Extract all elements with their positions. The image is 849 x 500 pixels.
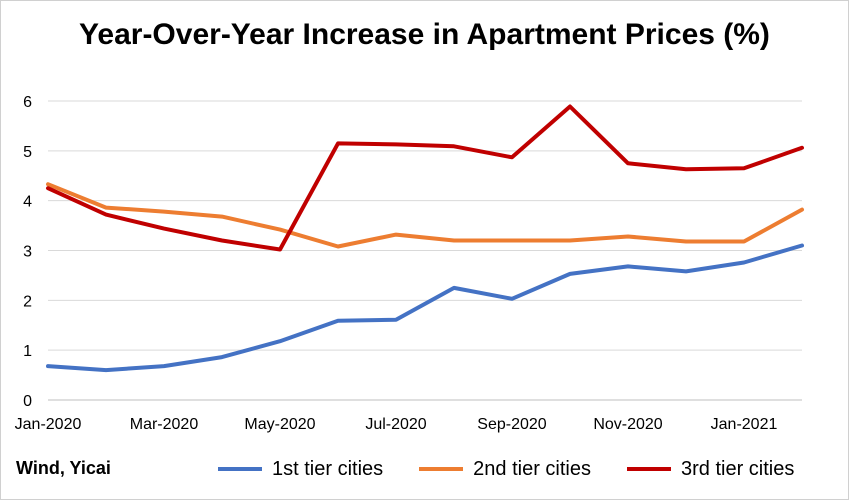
y-tick-label: 1 [23, 343, 32, 360]
legend-item-1st-tier: 1st tier cities [218, 458, 383, 481]
legend-label: 2nd tier cities [473, 457, 591, 480]
legend-swatch [419, 467, 464, 471]
y-tick-label: 0 [23, 393, 32, 410]
x-tick-label: Mar-2020 [130, 416, 199, 433]
y-tick-label: 2 [23, 293, 32, 310]
series-line-3 [46, 104, 804, 252]
chart-title: Year-Over-Year Increase in Apartment Pri… [79, 18, 770, 51]
legend-swatch [218, 467, 262, 471]
legend-item-3rd-tier: 3rd tier cities [627, 458, 794, 481]
y-tick-label: 3 [23, 244, 32, 261]
x-tick-label: Nov-2020 [593, 416, 662, 433]
y-tick-label: 4 [23, 194, 32, 211]
series-line-1 [46, 243, 804, 373]
legend-swatch [627, 467, 671, 471]
chart-legend: 1st tier cities 2nd tier cities 3rd tier… [218, 456, 794, 482]
x-tick-label: Sep-2020 [477, 416, 546, 433]
x-tick-label: Jul-2020 [365, 416, 426, 433]
x-tick-label: Jan-2021 [711, 416, 778, 433]
source-note: Wind, Yicai [16, 458, 111, 478]
series-line-2 [46, 182, 804, 249]
legend-label: 1st tier cities [272, 457, 384, 480]
legend-label: 3rd tier cities [681, 457, 795, 480]
y-tick-label: 5 [23, 144, 32, 161]
x-tick-label: May-2020 [244, 416, 315, 433]
x-tick-label: Jan-2020 [15, 416, 82, 433]
y-tick-label: 6 [23, 94, 32, 111]
legend-item-2nd-tier: 2nd tier cities [419, 458, 591, 481]
